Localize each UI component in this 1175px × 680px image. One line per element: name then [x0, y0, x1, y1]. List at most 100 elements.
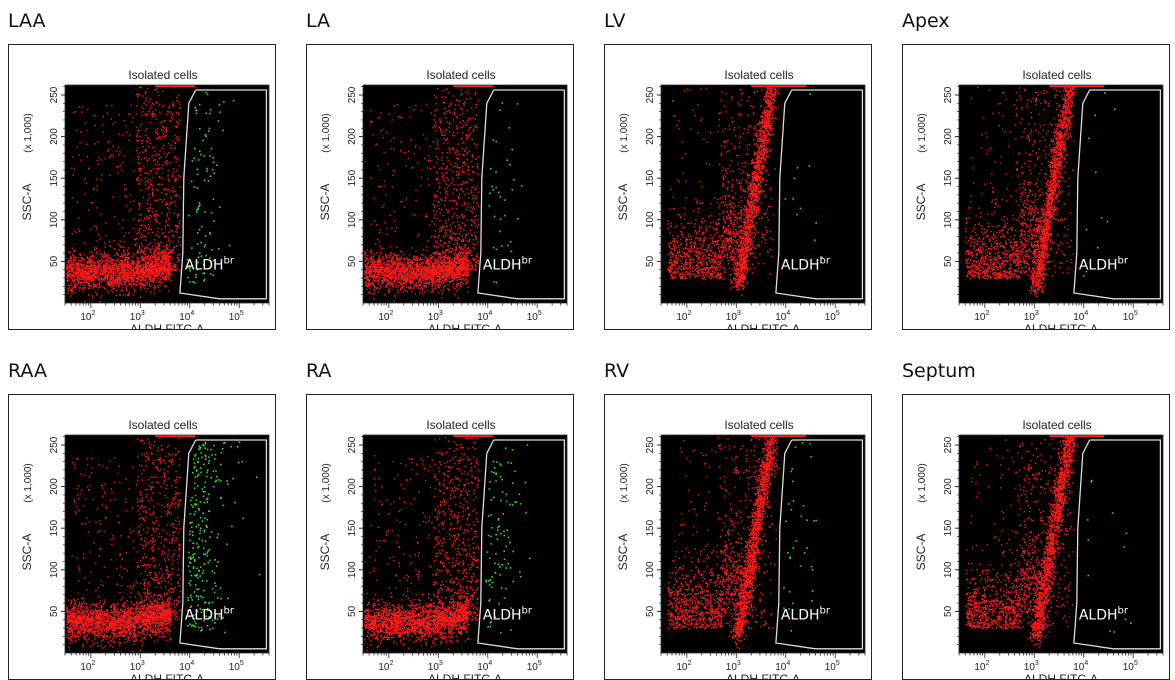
- y-tick-label: 150: [645, 169, 656, 186]
- y-axis-unit: (x 1,000): [23, 113, 34, 152]
- y-tick-label: 200: [645, 128, 656, 145]
- region-title: RAA: [8, 360, 47, 382]
- y-tick-label: 200: [943, 478, 954, 495]
- y-tick-label: 150: [943, 169, 954, 186]
- region-title: Apex: [902, 10, 950, 32]
- scatter-plot: Isolated cellsALDHbr50100150200250SSC-A(…: [9, 45, 275, 329]
- y-tick-label: 250: [645, 86, 656, 103]
- x-tick-label: 102: [676, 310, 691, 323]
- y-tick-label: 200: [645, 478, 656, 495]
- x-tick-label: 105: [1123, 660, 1138, 673]
- region-title: RA: [306, 360, 331, 382]
- y-tick-label: 150: [347, 169, 358, 186]
- scatter-plot: Isolated cellsALDHbr50100150200250SSC-A(…: [9, 395, 275, 679]
- y-tick-label: 200: [49, 128, 60, 145]
- y-tick-label: 100: [943, 561, 954, 578]
- y-tick-label: 50: [645, 255, 656, 267]
- panel-label: Isolated cells: [426, 68, 495, 82]
- y-tick-label: 200: [49, 478, 60, 495]
- y-tick-label: 50: [645, 605, 656, 617]
- y-axis-label: SSC-A: [20, 534, 34, 571]
- y-tick-label: 100: [347, 211, 358, 228]
- y-axis-unit: (x 1,000): [23, 463, 34, 502]
- plot-background: [363, 435, 567, 653]
- panel-label: Isolated cells: [128, 418, 197, 432]
- x-axis-label: ALDH FITC-A: [1024, 322, 1098, 329]
- y-axis-unit: (x 1,000): [619, 463, 630, 502]
- region-title: RV: [604, 360, 629, 382]
- y-tick-label: 100: [943, 211, 954, 228]
- y-tick-label: 200: [943, 128, 954, 145]
- panel-label: Isolated cells: [724, 68, 793, 82]
- y-tick-label: 250: [943, 436, 954, 453]
- y-axis-label: SSC-A: [318, 184, 332, 221]
- x-tick-label: 105: [1123, 310, 1138, 323]
- x-tick-label: 102: [80, 310, 95, 323]
- x-tick-label: 102: [676, 660, 691, 673]
- y-tick-label: 100: [49, 211, 60, 228]
- y-tick-label: 100: [645, 561, 656, 578]
- scatter-plot: Isolated cellsALDHbr50100150200250SSC-A(…: [903, 395, 1169, 679]
- y-axis-label: SSC-A: [914, 534, 928, 571]
- x-tick-label: 105: [825, 310, 840, 323]
- region-title: LA: [306, 10, 330, 32]
- panel-label: Isolated cells: [724, 418, 793, 432]
- y-tick-label: 50: [943, 605, 954, 617]
- panel-label: Isolated cells: [1022, 68, 1091, 82]
- x-tick-label: 102: [974, 310, 989, 323]
- y-tick-label: 150: [49, 519, 60, 536]
- y-tick-label: 250: [49, 436, 60, 453]
- y-tick-label: 250: [943, 86, 954, 103]
- y-axis-label: SSC-A: [616, 184, 630, 221]
- y-tick-label: 50: [347, 605, 358, 617]
- x-tick-label: 102: [378, 660, 393, 673]
- x-axis-label: ALDH FITC-A: [428, 322, 502, 329]
- x-tick-label: 105: [527, 310, 542, 323]
- x-axis-label: ALDH FITC-A: [1024, 672, 1098, 679]
- y-tick-label: 250: [347, 86, 358, 103]
- scatter-plot: Isolated cellsALDHbr50100150200250SSC-A(…: [605, 395, 871, 679]
- y-axis-label: SSC-A: [20, 184, 34, 221]
- x-axis-label: ALDH FITC-A: [130, 672, 204, 679]
- y-tick-label: 100: [645, 211, 656, 228]
- y-tick-label: 50: [347, 255, 358, 267]
- x-axis-label: ALDH FITC-A: [726, 672, 800, 679]
- scatter-plot: Isolated cellsALDHbr50100150200250SSC-A(…: [903, 45, 1169, 329]
- scatter-plot: Isolated cellsALDHbr50100150200250SSC-A(…: [307, 395, 573, 679]
- y-axis-unit: (x 1,000): [917, 113, 928, 152]
- y-tick-label: 50: [49, 605, 60, 617]
- y-axis-unit: (x 1,000): [321, 463, 332, 502]
- x-tick-label: 105: [825, 660, 840, 673]
- y-tick-label: 100: [347, 561, 358, 578]
- y-tick-label: 150: [645, 519, 656, 536]
- panel-label: Isolated cells: [1022, 418, 1091, 432]
- x-tick-label: 105: [229, 660, 244, 673]
- y-tick-label: 250: [347, 436, 358, 453]
- region-title: LAA: [8, 10, 46, 32]
- region-title: Septum: [902, 360, 976, 382]
- y-axis-label: SSC-A: [318, 534, 332, 571]
- y-tick-label: 250: [49, 86, 60, 103]
- panel-label: Isolated cells: [128, 68, 197, 82]
- scatter-plot: Isolated cellsALDHbr50100150200250SSC-A(…: [605, 45, 871, 329]
- y-tick-label: 150: [347, 519, 358, 536]
- y-tick-label: 200: [347, 128, 358, 145]
- y-tick-label: 50: [943, 255, 954, 267]
- x-tick-label: 102: [974, 660, 989, 673]
- y-axis-label: SSC-A: [914, 184, 928, 221]
- y-tick-label: 250: [645, 436, 656, 453]
- x-axis-label: ALDH FITC-A: [130, 322, 204, 329]
